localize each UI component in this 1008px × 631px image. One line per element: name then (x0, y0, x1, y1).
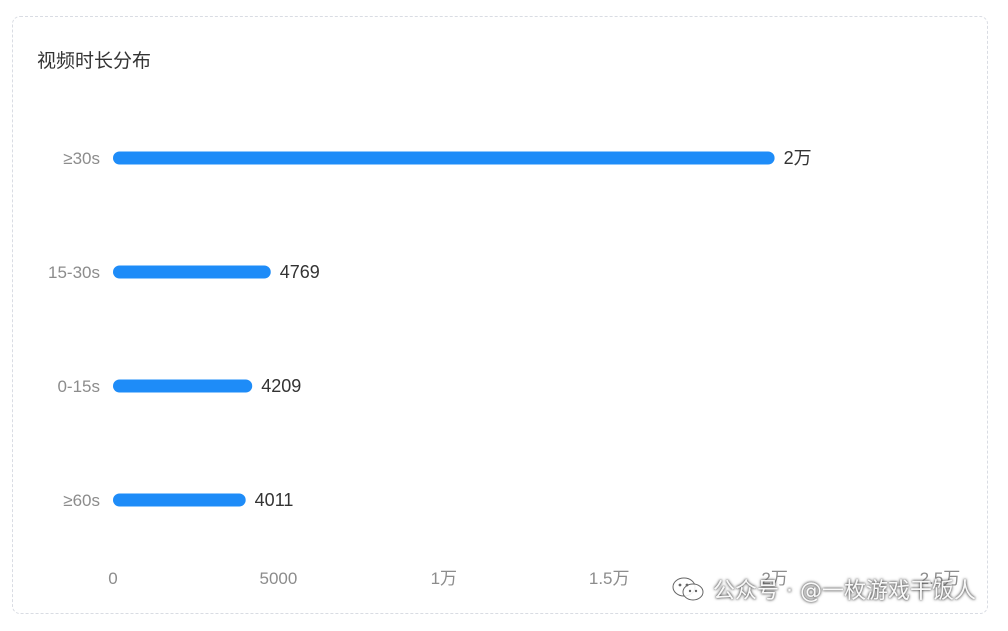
wechat-icon (672, 577, 704, 601)
chart-title: 视频时长分布 (37, 50, 152, 72)
data-label: 4011 (255, 490, 294, 510)
x-tick-label: 0 (108, 569, 117, 588)
data-label: 4769 (280, 262, 320, 282)
y-tick-label: 15-30s (48, 263, 100, 282)
chart-card (12, 16, 988, 614)
y-tick-label: ≥60s (63, 491, 100, 510)
x-tick-label: 1万 (431, 569, 457, 588)
data-label: 4209 (261, 376, 301, 396)
bar-3 (113, 493, 246, 507)
bar-2 (113, 379, 253, 393)
x-tick-label: 5000 (259, 569, 297, 588)
bar-0 (113, 151, 775, 165)
data-label: 2万 (784, 148, 812, 168)
bar-1 (113, 265, 271, 279)
x-tick-label: 2.5万 (920, 569, 961, 588)
y-tick-label: 0-15s (57, 377, 100, 396)
x-tick-label: 1.5万 (589, 569, 630, 588)
watermark: 公众号 · @一枚游戏干饭人 (671, 573, 976, 605)
y-tick-label: ≥30s (63, 149, 100, 168)
watermark-text: 公众号 · @一枚游戏干饭人 (713, 579, 976, 604)
x-tick-label: 2万 (761, 569, 787, 588)
